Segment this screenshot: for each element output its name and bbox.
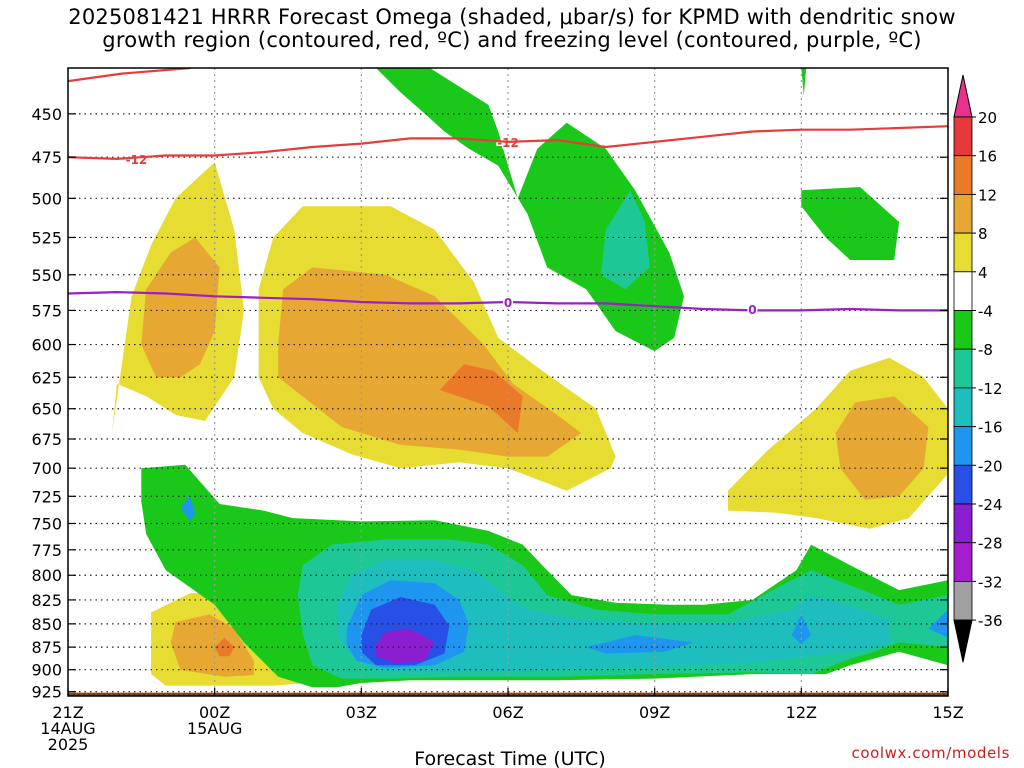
colorbar-swatch <box>953 581 973 621</box>
colorbar-bottom-arrow <box>953 619 973 663</box>
colorbar-label: 20 <box>978 109 997 127</box>
colorbar-top-arrow <box>953 74 973 118</box>
contour-line <box>68 68 191 83</box>
y-tick-label: 750 <box>31 514 62 533</box>
x-tick-label: 21Z <box>52 703 83 722</box>
y-tick-label: 900 <box>31 661 62 680</box>
omega-region-w8 <box>835 396 929 500</box>
omega-region-m16 <box>791 614 812 645</box>
colorbar-swatch <box>953 426 973 466</box>
omega-region-m16 <box>180 496 196 522</box>
omega-region-m4 <box>801 68 807 96</box>
y-tick-label: 725 <box>31 487 62 506</box>
y-axis: 450 475 500 525 550 575 600 625 650 675 700 725 750 7… <box>31 105 948 702</box>
omega-region-m24 <box>376 628 435 664</box>
colorbar-label: -24 <box>978 496 1003 514</box>
y-tick-label: 675 <box>31 430 62 449</box>
y-tick-label: 850 <box>31 615 62 634</box>
colorbar-label: -12 <box>978 380 1003 398</box>
title-line-1: 2025081421 HRRR Forecast Omega (shaded, … <box>68 5 956 29</box>
y-tick-label: 600 <box>31 336 62 355</box>
colorbar-label: 4 <box>978 264 988 282</box>
colorbar-swatch <box>953 542 973 582</box>
colorbar-label: -8 <box>978 341 993 359</box>
title-line-2: growth region (contoured, red, ºC) and f… <box>102 28 922 52</box>
colorbar-swatch <box>953 310 973 350</box>
colorbar-label: 12 <box>978 186 997 204</box>
x-tick-label: 15Z <box>932 703 963 722</box>
colorbar-label: -36 <box>978 612 1003 630</box>
x-axis-label: Forecast Time (UTC) <box>414 748 605 768</box>
omega-region-w12 <box>214 637 235 657</box>
colorbar-label: -20 <box>978 457 1003 475</box>
colorbar-swatch <box>953 348 973 389</box>
y-tick-label: 825 <box>31 591 62 610</box>
y-tick-label: 925 <box>31 683 62 702</box>
colorbar-swatch <box>953 155 973 195</box>
y-tick-label: 475 <box>31 148 62 167</box>
y-tick-label: 550 <box>31 266 62 285</box>
y-tick-label: 450 <box>31 105 62 124</box>
omega-region-m16 <box>586 635 694 654</box>
y-tick-label: 625 <box>31 368 62 387</box>
colorbar-label: 8 <box>978 225 988 243</box>
x-tick-label: 06Z <box>492 703 523 722</box>
y-tick-label: 575 <box>31 301 62 320</box>
x-tick-label: 03Z <box>346 703 377 722</box>
chart-title: 2025081421 HRRR Forecast Omega (shaded, … <box>0 6 1024 52</box>
contour-line <box>68 290 948 312</box>
colorbar-swatch <box>953 271 973 311</box>
x-tick-label: 2025 <box>48 735 89 754</box>
colorbar-swatch <box>953 464 973 505</box>
x-tick-label: 09Z <box>639 703 670 722</box>
x-tick-label: 14AUG <box>40 719 95 738</box>
y-tick-label: 875 <box>31 638 62 657</box>
colorbar-swatch <box>953 232 973 273</box>
y-tick-label: 500 <box>31 189 62 208</box>
colorbar-label: -28 <box>978 535 1003 553</box>
colorbar-label: -16 <box>978 419 1003 437</box>
contour-label: -12 <box>126 153 148 167</box>
colorbar-label: 16 <box>978 148 997 166</box>
omega-shading <box>112 68 948 688</box>
contour-line <box>68 125 948 161</box>
omega-region-m12 <box>336 560 890 673</box>
y-tick-label: 775 <box>31 541 62 560</box>
omega-region-m4 <box>376 68 684 352</box>
colorbar: 20 16 12 8 4 -4 -8 -12 -16 -20 -24 -28 -32 -36 <box>953 74 1003 663</box>
y-tick-label: 700 <box>31 459 62 478</box>
y-tick-label: 525 <box>31 228 62 247</box>
y-tick-label: 650 <box>31 400 62 419</box>
omega-region-w8 <box>141 237 220 378</box>
omega-region-w12 <box>439 364 523 433</box>
x-tick-label: 15AUG <box>187 719 242 738</box>
colorbar-label: -32 <box>978 573 1003 591</box>
colorbar-swatch <box>953 116 973 157</box>
colorbar-label: -4 <box>978 303 993 321</box>
y-tick-label: 800 <box>31 566 62 585</box>
x-tick-label: 12Z <box>786 703 817 722</box>
contour-label: 0 <box>504 296 512 310</box>
site-credit: coolwx.com/models <box>851 744 1010 762</box>
omega-region-m4 <box>801 187 900 260</box>
colorbar-swatch <box>953 387 973 427</box>
contour-label: 0 <box>748 303 756 317</box>
colorbar-swatch <box>953 193 973 234</box>
x-tick-label: 00Z <box>199 703 230 722</box>
omega-region-w8 <box>170 614 254 677</box>
omega-region-m8 <box>600 190 650 290</box>
colorbar-swatch <box>953 503 973 544</box>
